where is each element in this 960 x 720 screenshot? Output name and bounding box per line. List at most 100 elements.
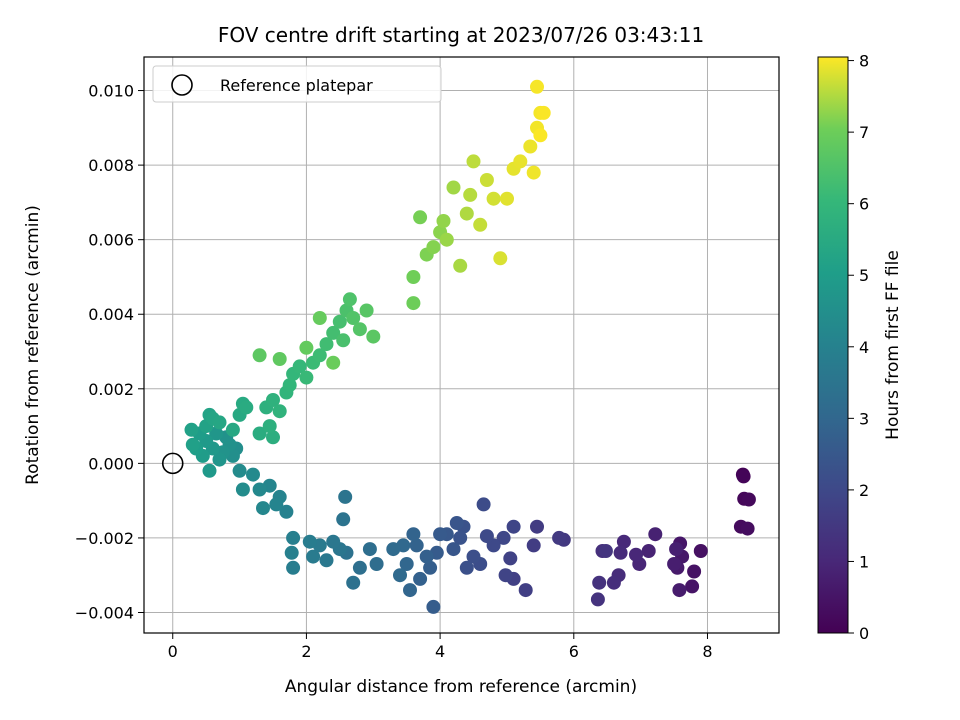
data-point [338,489,353,504]
data-point [466,154,481,169]
data-point [342,292,357,307]
data-point [284,545,299,560]
data-point [212,415,227,430]
data-point [366,329,381,344]
data-point [266,430,280,445]
data-point [272,352,287,366]
colorbar-tick-label: 1 [859,552,869,571]
y-axis-ticks: −0.004 −0.002 0.000 0.002 0.004 0.006 0.008 0.0… [75,82,144,622]
data-point [262,419,277,434]
data-point [336,333,351,348]
data-point [459,206,474,221]
data-point [209,426,224,441]
data-point [326,355,341,370]
data-point [592,575,607,590]
x-tick-label: 2 [301,642,311,661]
data-point [486,191,501,206]
data-point [687,564,702,579]
data-point [269,497,284,512]
data-point [536,105,551,120]
data-point [185,437,200,452]
reference-platepar-marker [161,452,184,475]
data-point [413,571,428,586]
data-point [685,579,700,594]
data-point [406,270,421,284]
data-point [476,497,491,512]
data-point [312,348,327,363]
data-point [212,452,227,467]
data-point [449,516,464,530]
data-point [246,467,260,482]
points-layer [184,79,756,614]
data-point [741,492,756,507]
data-point [286,560,301,575]
data-point [346,575,361,590]
data-point [252,426,267,441]
legend-box [152,65,442,103]
data-point [500,191,514,206]
legend-marker [171,74,193,96]
data-point [453,530,468,545]
colorbar-tick-label: 5 [859,266,869,285]
data-point [399,557,414,571]
legend: Reference platepar [152,65,442,103]
data-point [406,527,421,542]
x-axis-ticks: 0 2 4 6 8 [168,633,713,661]
data-point [613,545,628,560]
data-point [459,560,474,575]
data-point [282,378,297,393]
data-point [740,521,755,536]
data-point [530,519,544,534]
data-point [346,311,361,325]
y-tick-label: 0.008 [88,156,134,175]
data-point [235,482,250,497]
data-point [506,519,521,534]
data-point [479,173,494,187]
data-point [526,538,541,553]
data-point [336,512,351,527]
data-point [319,337,334,352]
data-point [362,542,377,557]
colorbar-tick-label: 2 [859,481,869,500]
y-tick-label: 0.000 [88,454,134,473]
data-point [306,549,321,564]
data-point [693,544,708,558]
data-point [446,542,461,557]
data-point [299,370,314,385]
x-tick-label: 4 [435,642,445,661]
y-tick-label: 0.002 [88,380,134,399]
data-point [419,549,434,564]
colorbar-tick-label: 8 [859,52,869,71]
data-point [736,469,751,484]
data-point [326,534,341,549]
data-point [669,542,684,557]
data-point [393,568,407,583]
colorbar: 0 1 2 3 4 5 6 7 8 Hours from first FF file [817,52,903,643]
chart-title: FOV centre drift starting at 2023/07/26 … [218,23,704,47]
x-tick-label: 6 [569,642,579,661]
data-point [503,551,518,566]
data-point [413,210,428,225]
y-tick-label: 0.004 [88,305,134,324]
data-point [352,322,367,337]
colorbar-label: Hours from first FF file [883,250,903,440]
colorbar-ticks: 0 1 2 3 4 5 6 7 8 [848,52,869,643]
data-point [312,311,327,325]
data-point [533,128,548,143]
data-point [606,575,621,590]
data-point [352,560,367,575]
data-point [326,325,341,340]
data-point [629,547,643,562]
colorbar-tick-label: 6 [859,195,869,214]
data-point [319,553,334,568]
data-point [433,527,448,542]
data-point [386,542,401,557]
y-tick-label: −0.004 [75,603,134,622]
data-point [672,583,687,598]
data-point [423,560,438,575]
colorbar-tick-label: 7 [859,123,869,142]
data-point [232,463,247,478]
data-point [473,217,488,232]
data-point [184,422,199,437]
